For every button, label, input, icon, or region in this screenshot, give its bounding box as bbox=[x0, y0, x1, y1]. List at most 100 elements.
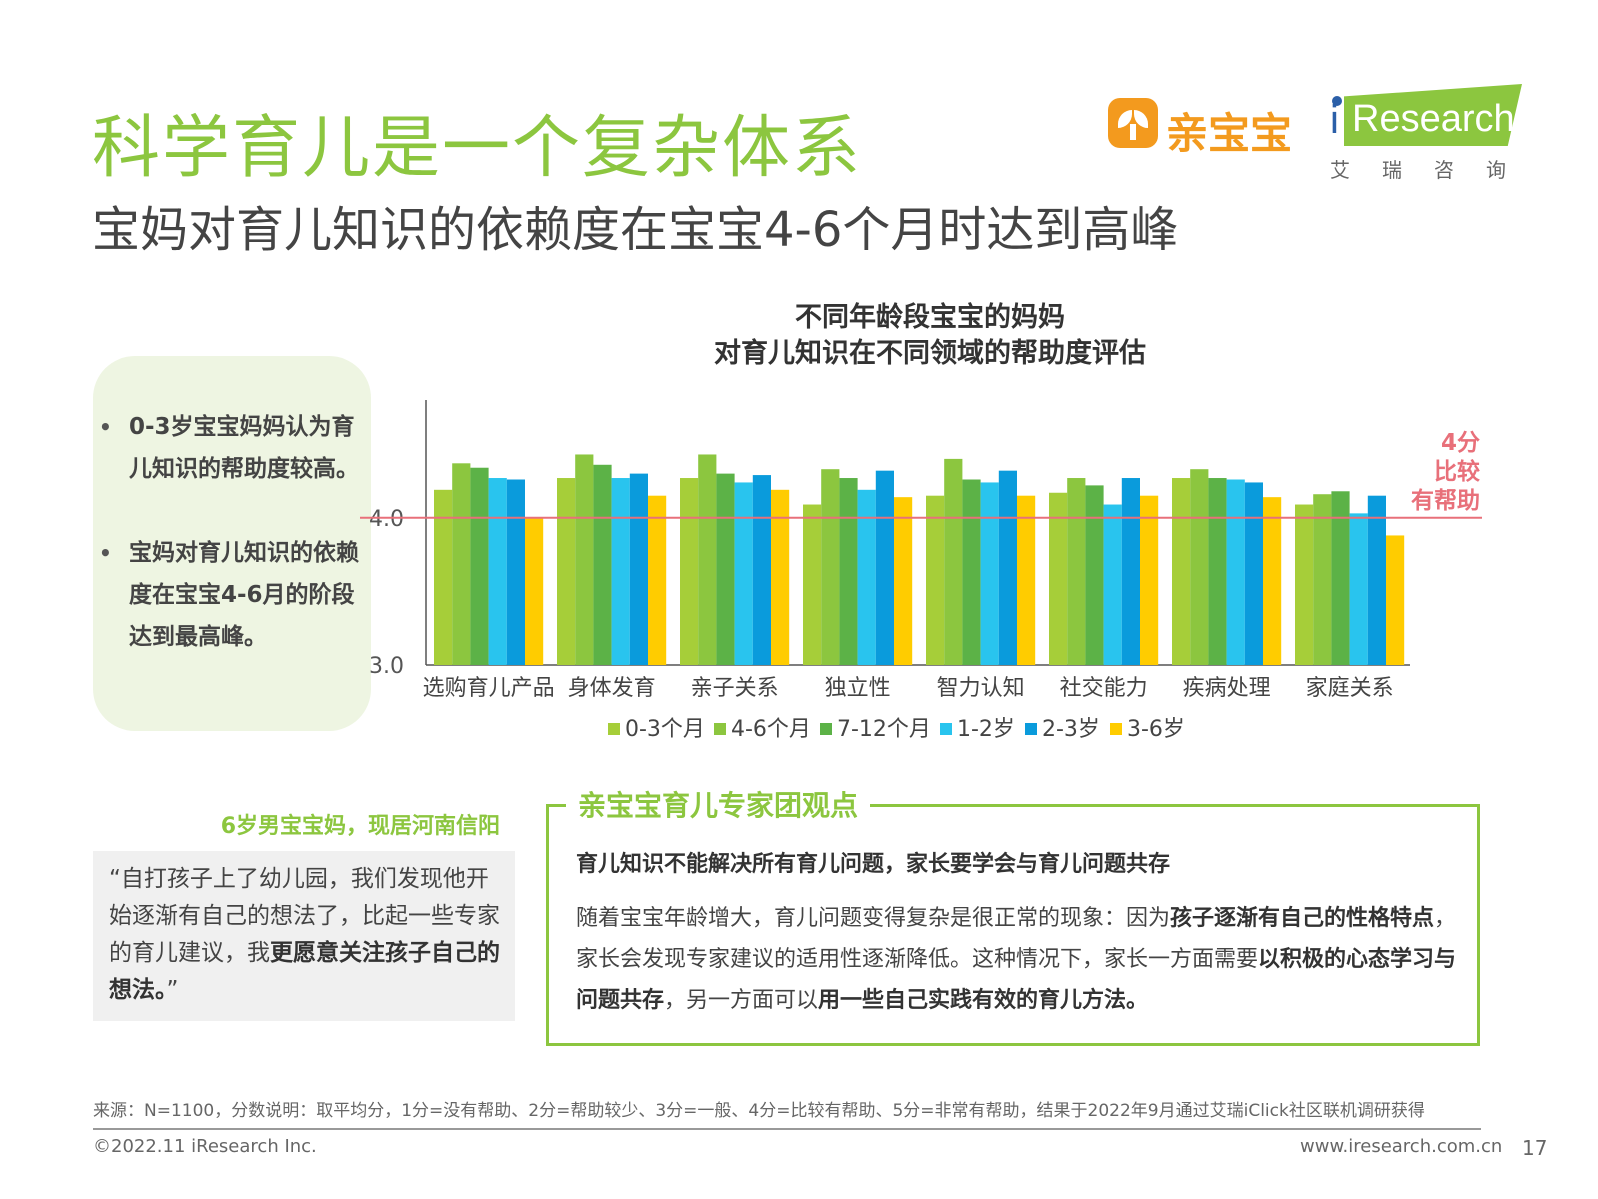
bar bbox=[821, 469, 840, 665]
bar bbox=[1244, 482, 1263, 665]
reference-line-label: 4分 bbox=[1441, 430, 1480, 456]
bar bbox=[857, 489, 876, 665]
finding-1: • 0-3岁宝宝妈妈认为育儿知识的帮助度较高。 bbox=[93, 406, 363, 490]
legend-swatch bbox=[608, 723, 620, 735]
bar bbox=[980, 482, 999, 665]
bar bbox=[1172, 478, 1191, 665]
x-tick-label: 智力认知 bbox=[937, 676, 1025, 701]
page-title: 科学育儿是一个复杂体系 bbox=[92, 109, 863, 188]
bar bbox=[629, 473, 648, 665]
expert-body-b2: 以积极的心态学习与问题共存 bbox=[576, 947, 1457, 1013]
expert-body-b3: 用一些自己实践有效的育儿方法。 bbox=[818, 988, 1149, 1013]
bar bbox=[680, 478, 699, 665]
bar bbox=[506, 479, 525, 665]
expert-body-p3: ，另一方面可以 bbox=[664, 988, 819, 1013]
bar bbox=[525, 517, 544, 665]
bar bbox=[1103, 504, 1122, 665]
bar bbox=[470, 467, 489, 665]
bar bbox=[434, 489, 453, 665]
page-subtitle: 宝妈对育儿知识的依赖度在宝宝4-6个月时达到高峰 bbox=[92, 202, 1179, 258]
bar bbox=[998, 470, 1017, 665]
bar bbox=[1208, 478, 1227, 665]
legend-swatch bbox=[1110, 723, 1122, 735]
bar bbox=[803, 504, 822, 665]
bar bbox=[593, 464, 612, 665]
qinbaobao-logo: 亲宝宝 bbox=[1108, 98, 1303, 158]
bar bbox=[1295, 504, 1314, 665]
x-tick-label: 社交能力 bbox=[1060, 676, 1148, 701]
legend-label: 7-12个月 bbox=[837, 717, 931, 742]
bar bbox=[1263, 497, 1282, 665]
bar bbox=[557, 478, 576, 665]
bar bbox=[452, 463, 471, 665]
bar bbox=[1121, 478, 1140, 665]
bar bbox=[611, 478, 630, 665]
bar bbox=[894, 497, 913, 665]
qinbaobao-logo-text: 亲宝宝 bbox=[1166, 109, 1293, 158]
x-tick-label: 疾病处理 bbox=[1183, 676, 1271, 701]
bar bbox=[488, 478, 507, 665]
x-tick-label: 独立性 bbox=[825, 676, 891, 701]
bullet-dot-icon: • bbox=[99, 415, 112, 439]
iresearch-logo-cn: 艾瑞咨询 bbox=[1330, 158, 1538, 182]
expert-opinion-heading: 育儿知识不能解决所有育儿问题，家长要学会与育儿问题共存 bbox=[576, 852, 1171, 877]
quote-text-plain: “自打孩子上了幼儿园，我们发现他开始逐渐有自己的想法了，比起一些专家的育儿建议，… bbox=[109, 866, 500, 966]
bar bbox=[575, 454, 594, 665]
expert-body-p2: ，家长会发现专家建议的适用性逐渐降低。这种情况下，家长一方面需要 bbox=[576, 906, 1457, 972]
legend-label: 2-3岁 bbox=[1042, 717, 1100, 742]
bar bbox=[1017, 495, 1036, 665]
bar bbox=[771, 489, 790, 665]
website-link[interactable]: www.iresearch.com.cn bbox=[1300, 1136, 1503, 1157]
legend-swatch bbox=[940, 723, 952, 735]
bar bbox=[1067, 478, 1086, 665]
bar bbox=[698, 454, 717, 665]
finding-2-text: 宝妈对育儿知识的依赖度在宝宝4-6月的阶段达到最高峰。 bbox=[129, 540, 359, 650]
bar bbox=[716, 473, 735, 665]
bar bbox=[1386, 535, 1405, 665]
page-number: 17 bbox=[1522, 1136, 1548, 1160]
quote-text-end: ” bbox=[166, 977, 179, 1003]
iresearch-dot-icon bbox=[1332, 96, 1342, 106]
bar bbox=[1313, 494, 1332, 665]
quote-box: “自打孩子上了幼儿园，我们发现他开始逐渐有自己的想法了，比起一些专家的育儿建议，… bbox=[93, 851, 515, 1021]
bullet-dot-icon: • bbox=[99, 541, 112, 565]
sprout-icon bbox=[1108, 98, 1158, 148]
quote-author: 6岁男宝宝妈，现居河南信阳 bbox=[220, 814, 500, 839]
legend-label: 0-3个月 bbox=[625, 717, 705, 742]
bar bbox=[875, 470, 894, 665]
legend-swatch bbox=[714, 723, 726, 735]
iresearch-logo-word: Research bbox=[1352, 98, 1515, 140]
chart-title-line-1: 不同年龄段宝宝的妈妈 bbox=[795, 302, 1065, 333]
x-tick-label: 身体发育 bbox=[568, 676, 656, 701]
bar bbox=[1190, 469, 1209, 665]
iresearch-logo: i Research 艾瑞咨询 bbox=[1330, 84, 1530, 184]
bar bbox=[926, 495, 945, 665]
bar bbox=[1367, 495, 1386, 665]
bar-chart: 3.0 4.0 选购育儿产品 身体发育 亲子关系 独立性 智力认知 社交能力 疾病处理 家庭关系 4… bbox=[360, 400, 1482, 742]
chart-title: 不同年龄段宝宝的妈妈 对育儿知识在不同领域的帮助度评估 bbox=[640, 300, 1220, 372]
copyright: ©2022.11 iResearch Inc. bbox=[93, 1136, 317, 1157]
footer-divider bbox=[93, 1128, 1481, 1130]
bar bbox=[1049, 492, 1068, 665]
bar bbox=[1140, 495, 1159, 665]
quote-text-bold: 更愿意关注孩子自己的想法。 bbox=[109, 940, 500, 1003]
iresearch-logo-i: i bbox=[1330, 98, 1339, 142]
key-findings-box: • 0-3岁宝宝妈妈认为育儿知识的帮助度较高。 • 宝妈对育儿知识的依赖度在宝宝… bbox=[93, 356, 371, 731]
x-tick-label: 家庭关系 bbox=[1306, 676, 1394, 701]
legend-label: 1-2岁 bbox=[957, 717, 1015, 742]
expert-opinion-box bbox=[546, 804, 1480, 1046]
expert-opinion-title: 亲宝宝育儿专家团观点 bbox=[566, 784, 871, 824]
y-tick-label: 4.0 bbox=[369, 507, 404, 532]
y-tick-label: 3.0 bbox=[369, 654, 404, 679]
bar bbox=[734, 482, 753, 665]
reference-line-label: 有帮助 bbox=[1411, 487, 1480, 514]
iresearch-banner bbox=[1344, 84, 1522, 146]
finding-1-text: 0-3岁宝宝妈妈认为育儿知识的帮助度较高。 bbox=[129, 414, 359, 482]
finding-2: • 宝妈对育儿知识的依赖度在宝宝4-6月的阶段达到最高峰。 bbox=[93, 532, 363, 658]
source-note: 来源：N=1100，分数说明：取平均分，1分=没有帮助、2分=帮助较少、3分=一… bbox=[93, 1101, 1425, 1121]
bar bbox=[962, 479, 981, 665]
x-tick-label: 选购育儿产品 bbox=[423, 676, 555, 701]
bar bbox=[1226, 479, 1245, 665]
legend-label: 3-6岁 bbox=[1127, 717, 1185, 742]
expert-body-b1: 孩子逐渐有自己的性格特点 bbox=[1170, 906, 1435, 931]
